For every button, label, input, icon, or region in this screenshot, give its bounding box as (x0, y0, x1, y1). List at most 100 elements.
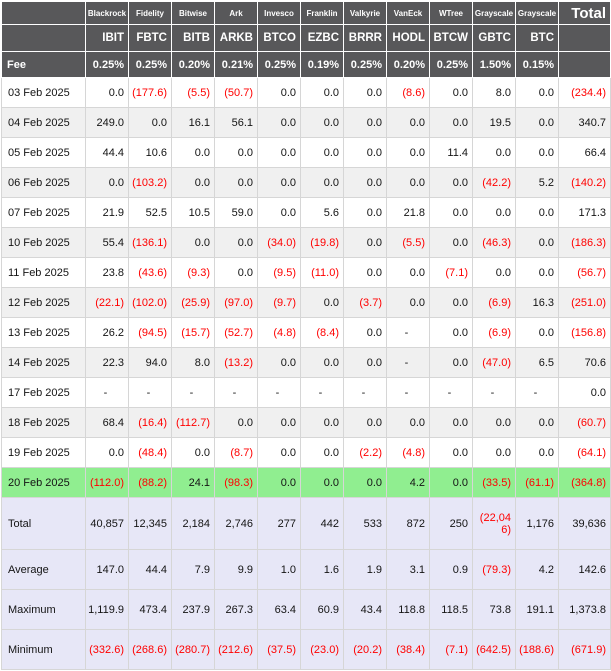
value-cell: (112.0) (85, 467, 129, 498)
value-cell: (42.2) (472, 167, 516, 198)
value-cell: 0.0 (257, 407, 301, 438)
value-cell: (33.5) (472, 467, 516, 498)
value-cell: 63.4 (257, 589, 301, 630)
date-cell: 05 Feb 2025 (1, 137, 86, 168)
value-cell: (112.7) (171, 407, 215, 438)
value-cell: 277 (257, 497, 301, 550)
value-cell: 52.5 (128, 197, 172, 228)
value-cell: (97.0) (214, 287, 258, 318)
column-ticker-ezbc: EZBC (300, 24, 344, 52)
value-cell: 0.0 (343, 407, 387, 438)
value-cell: (25.9) (171, 287, 215, 318)
value-cell: (8.7) (214, 437, 258, 468)
value-cell: (37.5) (257, 629, 301, 670)
value-cell: 5.2 (515, 167, 559, 198)
date-cell: 13 Feb 2025 (1, 317, 86, 348)
column-ticker-brrr: BRRR (343, 24, 387, 52)
row-total-cell: 142.6 (558, 549, 611, 590)
column-fee-bitb: 0.20% (171, 51, 215, 78)
value-cell: (13.2) (214, 347, 258, 378)
row-total-cell: (234.4) (558, 77, 611, 108)
value-cell: 0.0 (429, 317, 473, 348)
value-cell: 0.0 (171, 167, 215, 198)
value-cell: (188.6) (515, 629, 559, 670)
value-cell: 0.0 (515, 437, 559, 468)
value-cell: (9.7) (257, 287, 301, 318)
value-cell: (5.5) (171, 77, 215, 108)
value-cell: 0.0 (515, 77, 559, 108)
value-cell: (4.8) (257, 317, 301, 348)
value-cell: 0.0 (300, 167, 344, 198)
date-cell: 20 Feb 2025 (1, 467, 86, 498)
value-cell: (102.0) (128, 287, 172, 318)
column-fee-btc: 0.15% (515, 51, 559, 78)
summary-row-average: Average 147.0 44.4 7.9 9.9 1.0 1.6 1.9 3.1 0.9 (79… (1, 549, 611, 590)
value-cell: 44.4 (85, 137, 129, 168)
value-cell: 0.0 (300, 347, 344, 378)
value-cell: 0.0 (128, 107, 172, 138)
total-column-header: Total (558, 1, 611, 25)
fee-label: Fee (1, 51, 86, 78)
value-cell: - (85, 377, 129, 408)
highlighted-date-row: 20 Feb 2025 (112.0) (88.2) 24.1 (98.3) 0.0 0.0… (1, 467, 611, 498)
row-total-cell: 66.4 (558, 137, 611, 168)
date-row: 04 Feb 2025 249.0 0.0 16.1 56.1 0.0 0.0 0.0 0.0 0… (1, 107, 611, 138)
value-cell: (212.6) (214, 629, 258, 670)
column-ticker-btcw: BTCW (429, 24, 473, 52)
date-row: 18 Feb 2025 68.4 (16.4) (112.7) 0.0 0.0 0.0 0.0… (1, 407, 611, 438)
value-cell: 0.0 (171, 437, 215, 468)
value-cell: 0.0 (386, 137, 430, 168)
column-fee-btco: 0.25% (257, 51, 301, 78)
value-cell: 2,746 (214, 497, 258, 550)
value-cell: 0.0 (472, 257, 516, 288)
value-cell: 0.0 (515, 407, 559, 438)
date-row: 12 Feb 2025 (22.1) (102.0) (25.9) (97.0) (9.7… (1, 287, 611, 318)
column-company-fbtc: Fidelity (128, 1, 172, 25)
value-cell: 0.0 (214, 227, 258, 258)
value-cell: 94.0 (128, 347, 172, 378)
value-cell: 0.0 (214, 167, 258, 198)
value-cell: - (386, 347, 430, 378)
value-cell: (43.6) (128, 257, 172, 288)
value-cell: (5.5) (386, 227, 430, 258)
value-cell: (9.3) (171, 257, 215, 288)
value-cell: 1.0 (257, 549, 301, 590)
column-fee-btcw: 0.25% (429, 51, 473, 78)
column-ticker-hodl: HODL (386, 24, 430, 52)
row-total-cell: (64.1) (558, 437, 611, 468)
value-cell: 19.5 (472, 107, 516, 138)
value-cell: 55.4 (85, 227, 129, 258)
value-cell: (103.2) (128, 167, 172, 198)
value-cell: 2,184 (171, 497, 215, 550)
value-cell: (22,046) (472, 497, 516, 550)
value-cell: (8.6) (386, 77, 430, 108)
value-cell: 0.0 (300, 467, 344, 498)
value-cell: 6.5 (515, 347, 559, 378)
date-row: 11 Feb 2025 23.8 (43.6) (9.3) 0.0 (9.5) (11.0)… (1, 257, 611, 288)
column-ticker-ibit: IBIT (85, 24, 129, 52)
row-total-cell: 1,373.8 (558, 589, 611, 630)
value-cell: - (128, 377, 172, 408)
value-cell: 40,857 (85, 497, 129, 550)
date-row: 14 Feb 2025 22.3 94.0 8.0 (13.2) 0.0 0.0 0.0-0.… (1, 347, 611, 378)
value-cell: - (343, 377, 387, 408)
summary-row-minimum: Minimum (332.6) (268.6) (280.7) (212.6) (37.5… (1, 629, 611, 670)
column-company-brrr: Valkyrie (343, 1, 387, 25)
ticker-header-row: IBIT FBTC BITB ARKB BTCO EZBC BRRR HODL BTCW GBTC… (1, 24, 611, 52)
value-cell: 0.0 (386, 287, 430, 318)
value-cell: 0.0 (257, 347, 301, 378)
value-cell: 11.4 (429, 137, 473, 168)
value-cell: 0.0 (472, 197, 516, 228)
value-cell: (19.8) (300, 227, 344, 258)
row-total-cell: (140.2) (558, 167, 611, 198)
column-ticker-fbtc: FBTC (128, 24, 172, 52)
value-cell: - (300, 377, 344, 408)
value-cell: 0.0 (257, 107, 301, 138)
row-total-cell: 0.0 (558, 377, 611, 408)
column-ticker-bitb: BITB (171, 24, 215, 52)
value-cell: 0.0 (343, 197, 387, 228)
value-cell: 1,176 (515, 497, 559, 550)
value-cell: 0.0 (515, 107, 559, 138)
row-total-cell: 70.6 (558, 347, 611, 378)
